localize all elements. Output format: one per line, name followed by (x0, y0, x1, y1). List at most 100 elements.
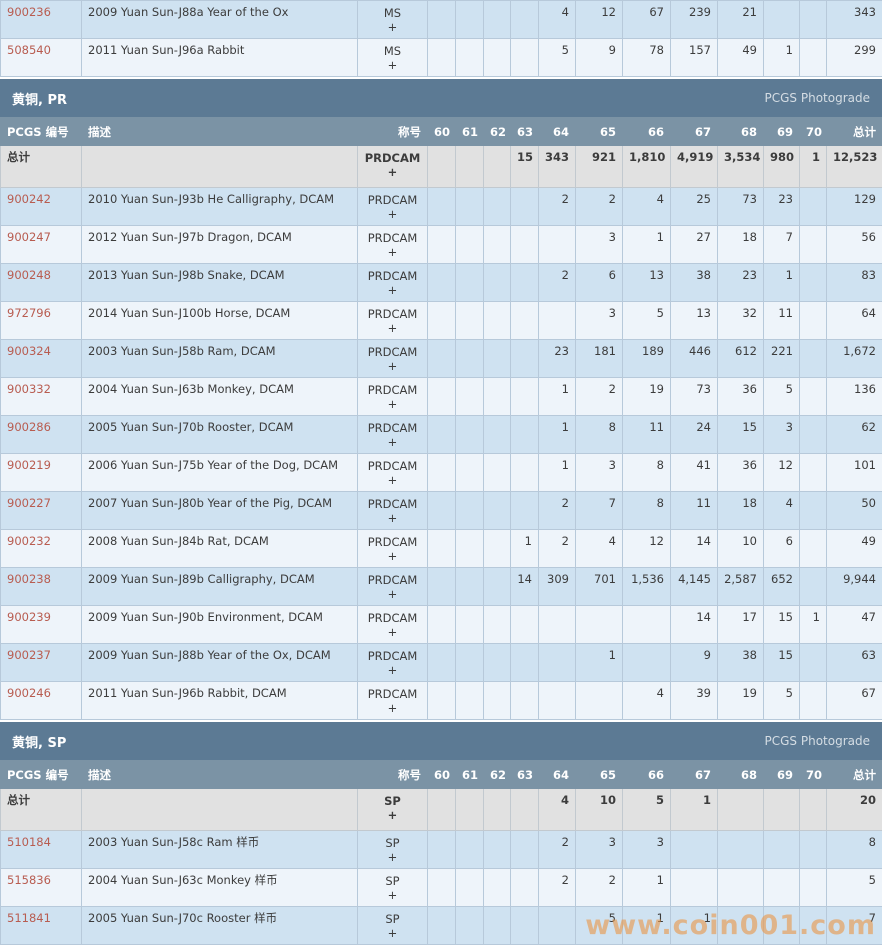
grade-count-cell: 5 (764, 378, 800, 416)
cert-number-link[interactable]: 511841 (7, 911, 51, 925)
grade-count-cell (484, 378, 511, 416)
total-count-cell: 47 (827, 606, 882, 644)
expand-plus-button[interactable]: + (364, 663, 421, 677)
grade-count-cell (511, 302, 539, 340)
grade-count-cell (428, 264, 456, 302)
cert-number-link[interactable]: 510184 (7, 835, 51, 849)
photograde-link[interactable]: PCGS Photograde (765, 91, 870, 105)
grade-count-cell (718, 831, 764, 869)
photograde-link[interactable]: PCGS Photograde (765, 734, 870, 748)
grade-count-cell: 8 (623, 492, 671, 530)
cert-number-link[interactable]: 515836 (7, 873, 51, 887)
designation-label: SP (384, 794, 401, 808)
grade-count-cell (428, 530, 456, 568)
cert-number-link[interactable]: 900248 (7, 268, 51, 282)
grade-count-cell: 4 (576, 530, 623, 568)
expand-plus-button[interactable]: + (364, 245, 421, 259)
grade-count-cell: 309 (539, 568, 576, 606)
designation-cell: SP+ (358, 869, 428, 907)
cert-number-link[interactable]: 900242 (7, 192, 51, 206)
grade-count-cell (456, 682, 484, 720)
cert-number-link[interactable]: 972796 (7, 306, 51, 320)
expand-plus-button[interactable]: + (364, 321, 421, 335)
cert-number-link[interactable]: 900324 (7, 344, 51, 358)
designation-label: PRDCAM (368, 573, 418, 587)
cert-number-link[interactable]: 900236 (7, 5, 51, 19)
grade-count-cell (484, 188, 511, 226)
expand-plus-button[interactable]: + (364, 165, 421, 179)
grade-count-cell (484, 454, 511, 492)
designation-label: SP (385, 912, 399, 926)
grade-count-cell (511, 492, 539, 530)
cert-number-link[interactable]: 900247 (7, 230, 51, 244)
expand-plus-button[interactable]: + (364, 397, 421, 411)
designation-cell: PRDCAM+ (358, 302, 428, 340)
expand-plus-button[interactable]: + (364, 511, 421, 525)
cert-number-link[interactable]: 900332 (7, 382, 51, 396)
grade-count-cell (511, 340, 539, 378)
expand-plus-button[interactable]: + (364, 473, 421, 487)
total-count-cell: 8 (827, 831, 882, 869)
grade-count-cell (800, 416, 827, 454)
cert-number-link[interactable]: 900239 (7, 610, 51, 624)
grade-count-cell: 5 (576, 907, 623, 945)
expand-plus-button[interactable]: + (364, 549, 421, 563)
designation-label: PRDCAM (368, 307, 418, 321)
grade-count-cell (764, 869, 800, 907)
col-header-grade-64: 64 (539, 761, 576, 789)
designation-cell: PRDCAM+ (358, 340, 428, 378)
cert-number-link[interactable]: 900219 (7, 458, 51, 472)
expand-plus-button[interactable]: + (364, 850, 421, 864)
expand-plus-button[interactable]: + (364, 283, 421, 297)
designation-label: PRDCAM (368, 459, 418, 473)
expand-plus-button[interactable]: + (364, 587, 421, 601)
cert-number-link[interactable]: 900246 (7, 686, 51, 700)
total-count-cell: 12,523 (827, 146, 882, 188)
cert-number-link[interactable]: 900232 (7, 534, 51, 548)
total-count-cell: 67 (827, 682, 882, 720)
expand-plus-button[interactable]: + (364, 625, 421, 639)
designation-label: MS (384, 6, 401, 20)
grade-count-cell: 1 (539, 416, 576, 454)
expand-plus-button[interactable]: + (364, 58, 421, 72)
expand-plus-button[interactable]: + (364, 888, 421, 902)
grade-count-cell (511, 1, 539, 39)
expand-plus-button[interactable]: + (364, 359, 421, 373)
expand-plus-button[interactable]: + (364, 435, 421, 449)
coin-description: 2010 Yuan Sun-J93b He Calligraphy, DCAM (82, 188, 358, 226)
designation-label: SP (385, 836, 399, 850)
expand-plus-button[interactable]: + (364, 926, 421, 940)
grade-count-cell (764, 789, 800, 831)
cert-number-cell: 900227 (1, 492, 82, 530)
cert-number-link[interactable]: 900227 (7, 496, 51, 510)
cert-number-link[interactable]: 900238 (7, 572, 51, 586)
designation-label: PRDCAM (368, 383, 418, 397)
expand-plus-button[interactable]: + (364, 207, 421, 221)
cert-number-cell: 900242 (1, 188, 82, 226)
grade-count-cell: 11 (764, 302, 800, 340)
grade-count-cell: 446 (671, 340, 718, 378)
grade-count-cell: 18 (718, 226, 764, 264)
grade-count-cell: 2 (539, 264, 576, 302)
expand-plus-button[interactable]: + (364, 20, 421, 34)
grade-count-cell (800, 682, 827, 720)
grade-count-cell (428, 869, 456, 907)
designation-cell: SP+ (358, 907, 428, 945)
grade-count-cell: 15 (764, 644, 800, 682)
cert-number-link[interactable]: 508540 (7, 43, 51, 57)
grade-count-cell: 3 (576, 454, 623, 492)
expand-plus-button[interactable]: + (364, 701, 421, 715)
grade-count-cell (456, 416, 484, 454)
expand-plus-button[interactable]: + (364, 808, 421, 822)
grade-count-cell (484, 264, 511, 302)
grade-count-cell (456, 302, 484, 340)
cert-number-link[interactable]: 900286 (7, 420, 51, 434)
cert-number-link[interactable]: 900237 (7, 648, 51, 662)
grade-count-cell: 1,810 (623, 146, 671, 188)
cert-number-cell: 900324 (1, 340, 82, 378)
